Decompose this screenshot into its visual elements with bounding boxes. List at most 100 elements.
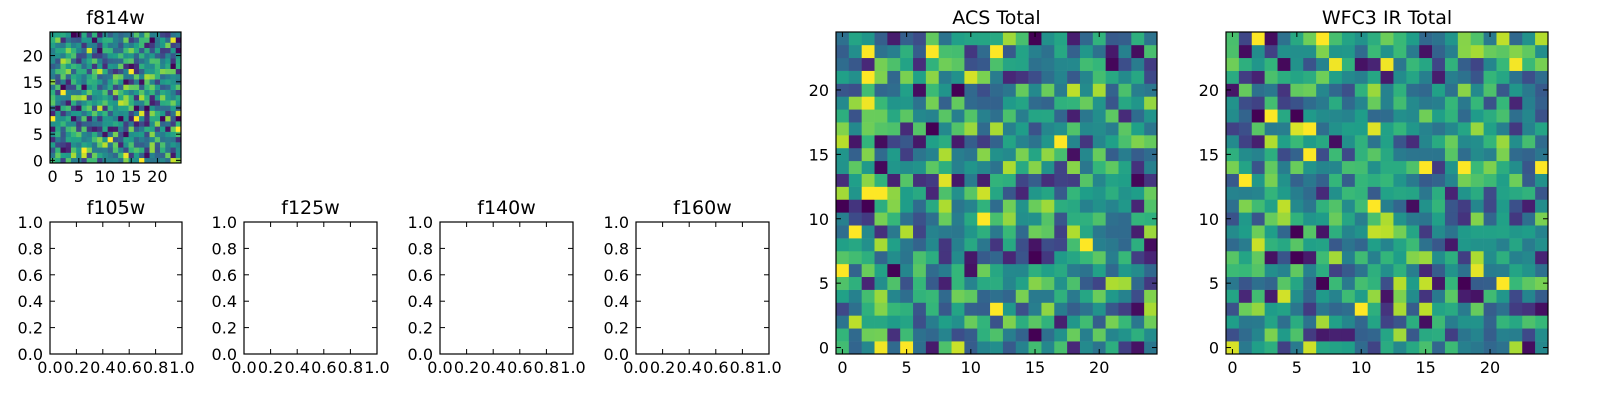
heatmap-cell <box>160 58 166 64</box>
heatmap-cell <box>836 32 850 46</box>
heatmap-cell <box>1067 147 1081 162</box>
heatmap-cell <box>86 32 93 38</box>
heatmap-cell <box>1144 341 1158 355</box>
heatmap-cell <box>1303 315 1317 329</box>
heatmap-cell <box>1470 238 1484 252</box>
heatmap-cell <box>1144 109 1158 123</box>
heatmap-cell <box>887 225 901 239</box>
heatmap-cell <box>1144 263 1158 278</box>
heatmap-cell <box>1329 109 1343 123</box>
heatmap-cell <box>1079 199 1094 213</box>
heatmap-cell <box>1535 160 1549 174</box>
heatmap-cell <box>1015 199 1029 213</box>
heatmap-cell <box>874 289 888 303</box>
heatmap-cell <box>97 121 103 127</box>
heatmap-cell <box>1367 225 1381 239</box>
heatmap-cell <box>1092 238 1106 252</box>
y-tick-label: 0.0 <box>604 345 629 364</box>
heatmap-cell <box>107 131 114 138</box>
heatmap-cell <box>1354 186 1368 200</box>
heatmap-cell <box>1483 109 1497 123</box>
heatmap-cell <box>1457 135 1472 149</box>
heatmap-cell <box>1277 341 1291 355</box>
heatmap-cell <box>91 47 98 54</box>
heatmap-cell <box>60 142 67 148</box>
heatmap-cell <box>938 173 952 187</box>
heatmap-cell <box>1079 315 1094 329</box>
heatmap-cell <box>925 57 940 71</box>
heatmap-cell <box>1002 263 1017 278</box>
heatmap-cell <box>55 110 61 117</box>
heatmap-cell <box>1105 160 1119 174</box>
heatmap-cell <box>112 84 119 90</box>
heatmap-cell <box>1079 109 1094 123</box>
heatmap-cell <box>112 121 119 127</box>
heatmap-cell <box>70 152 77 159</box>
heatmap-cell <box>925 238 940 252</box>
heatmap-cell <box>160 126 166 132</box>
heatmap-cell <box>1432 199 1446 213</box>
heatmap-cell <box>1251 83 1265 97</box>
heatmap-cell <box>900 135 914 149</box>
heatmap-cell <box>1002 341 1017 355</box>
heatmap-cell <box>107 68 114 75</box>
heatmap-cell <box>1015 263 1029 278</box>
heatmap-cell <box>1483 96 1497 110</box>
heatmap-cell <box>107 52 114 59</box>
heatmap-cell <box>1316 122 1330 136</box>
heatmap-cell <box>848 70 862 84</box>
heatmap-cell <box>951 83 965 97</box>
heatmap-cell <box>55 73 61 80</box>
heatmap-cell <box>951 276 965 290</box>
y-tick-label: 0.6 <box>212 266 237 285</box>
heatmap-cell <box>118 94 124 101</box>
heatmap-cell <box>1054 122 1068 136</box>
heatmap-cell <box>1483 135 1497 149</box>
heatmap-cell <box>160 110 166 117</box>
heatmap-cell <box>1406 263 1420 278</box>
heatmap-cell <box>848 173 862 187</box>
heatmap-cell <box>913 302 927 316</box>
heatmap-cell <box>107 147 114 153</box>
heatmap-cell <box>861 250 875 265</box>
heatmap-cell <box>97 84 103 90</box>
heatmap-cell <box>1290 250 1304 265</box>
heatmap-cell <box>1354 122 1368 136</box>
heatmap-cell <box>925 186 940 200</box>
heatmap-cell <box>990 315 1004 329</box>
heatmap-cell <box>1238 289 1253 303</box>
heatmap-cell <box>1118 122 1132 136</box>
axes-frame <box>49 31 182 164</box>
heatmap-cell <box>144 79 150 85</box>
heatmap-cell <box>951 315 965 329</box>
heatmap-cell <box>1277 83 1291 97</box>
chart-panel-2: 0.0 0.2 0.4 0.6 0.8 1.00.00.20.40.60.81.0f125… <box>212 197 390 377</box>
heatmap-cell <box>951 70 965 84</box>
heatmap-cell <box>1367 57 1381 71</box>
x-tick-label: 0.6 <box>311 358 336 377</box>
heatmap-cell <box>1251 289 1265 303</box>
heatmap-cell <box>1054 186 1068 200</box>
heatmap-cell <box>112 42 119 49</box>
heatmap-cell <box>861 160 875 174</box>
y-tick-label: 1.0 <box>212 213 237 232</box>
heatmap-cell <box>1354 160 1368 174</box>
heatmap-cell <box>1316 70 1330 84</box>
heatmap-cell <box>1092 225 1106 239</box>
heatmap-cell <box>900 70 914 84</box>
heatmap-cell <box>1367 276 1381 290</box>
heatmap-cell <box>50 68 56 75</box>
x-tick-label: 10 <box>95 167 115 186</box>
heatmap-cell <box>900 289 914 303</box>
heatmap-cell <box>133 131 140 138</box>
heatmap-cell <box>836 96 850 110</box>
heatmap-cell <box>1522 83 1536 97</box>
heatmap-cell <box>1238 122 1253 136</box>
heatmap-cell <box>1079 44 1094 59</box>
heatmap-cell <box>128 147 135 153</box>
heatmap-cell <box>123 110 129 117</box>
heatmap-cell <box>1067 83 1081 97</box>
heatmap-cell <box>139 115 145 122</box>
heatmap-cell <box>1535 122 1549 136</box>
heatmap-cell <box>112 131 119 138</box>
